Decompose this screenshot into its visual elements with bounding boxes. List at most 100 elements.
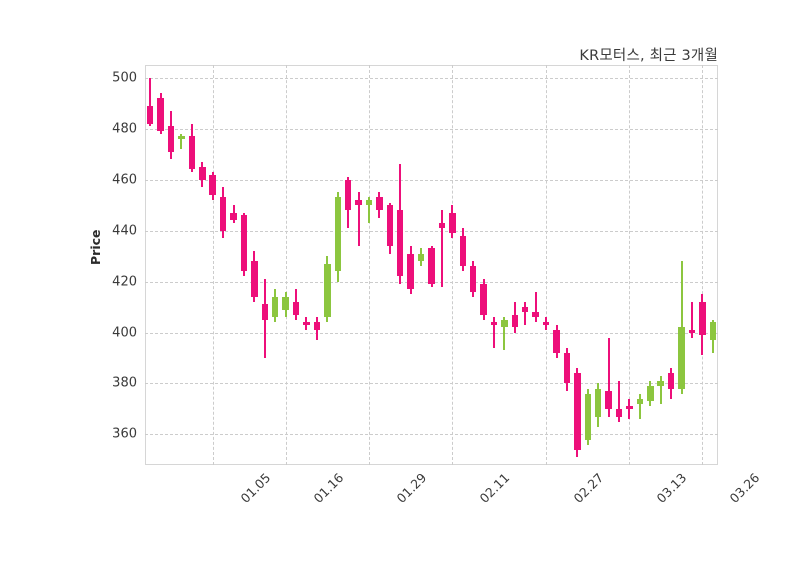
candle-wick [180,133,183,150]
y-tick-label: 440 [112,223,137,239]
candle-body [553,329,560,353]
y-tick-label: 380 [112,375,137,391]
candle-body [178,136,185,139]
candle-body [313,322,321,330]
candle-body [657,380,664,387]
y-tick-label: 400 [112,325,137,341]
candle-body [636,398,644,404]
candle-body [261,304,269,320]
candle-wick [524,301,527,325]
candle-wick [357,192,360,246]
candle-body [594,388,602,417]
gridline-vertical [452,65,454,465]
x-tick-label: 01.29 [393,470,430,506]
candle-wick [367,197,370,223]
candle-body [230,212,237,221]
candle-wick [659,375,662,404]
candle-wick [618,380,621,422]
x-tick-label: 03.13 [653,470,690,506]
candle-body [397,210,404,277]
candle-body [647,386,654,402]
candle-body [167,126,175,152]
x-tick-label: 02.11 [476,470,513,506]
gridline-vertical [546,65,548,465]
gridline-vertical [212,65,214,465]
candle-wick [149,77,152,127]
candle-body [667,373,675,389]
y-tick-label: 420 [112,274,137,290]
candle-body [699,301,706,336]
candle-body [334,197,341,272]
x-axis-ticks: 01.05 01.16 01.29 02.11 02.27 03.13 03.26 [145,470,763,530]
candle-body [459,235,466,267]
x-tick-label: 02.27 [570,470,607,506]
gridline-vertical [702,65,704,465]
candle-body [511,314,519,328]
candle-body [251,261,258,297]
candle-body [271,296,279,318]
candle-body [574,373,581,450]
candle-body [615,408,623,417]
candle-wick [534,291,537,323]
candle-body [199,166,206,180]
gridline-vertical [285,65,287,465]
candle-body [501,319,508,328]
candle-body [480,284,487,315]
candle-body [532,312,539,318]
candle-body [688,329,696,333]
candle-body [563,352,571,384]
candle-body [438,222,446,229]
candle-body [157,98,164,132]
y-tick-label: 460 [112,172,137,188]
x-tick-label: 01.05 [237,470,274,506]
candle-body [303,322,310,325]
candle-body [386,205,394,246]
candle-wick [690,301,693,338]
candle-body [469,266,477,292]
candle-body [188,136,196,170]
candle-body [146,105,154,124]
gridline-vertical [629,65,631,465]
candle-body [605,391,612,409]
candle-body [417,253,425,262]
candle-wick [493,317,495,348]
chart-title: KR모터스, 최근 3개월 [579,48,718,64]
candle-body [355,200,362,206]
gridline-horizontal [145,128,718,130]
gridline-horizontal [145,230,718,232]
candle-wick [440,210,443,287]
candle-body [219,197,227,231]
gridline-horizontal [145,434,718,436]
candle-body [344,179,352,211]
gridline-horizontal [145,77,718,79]
candle-body [209,174,216,195]
plot-area [145,65,718,465]
x-tick-label: 03.26 [726,470,763,506]
candle-body [407,253,414,290]
y-tick-label: 360 [112,426,137,442]
candle-body [376,197,383,211]
y-axis-ticks: 360 380 400 420 440 460 480 500 [95,65,137,465]
candle-wick [638,393,641,420]
y-tick-label: 480 [112,121,137,137]
candle-body [522,307,529,313]
candle-body [584,393,591,440]
gridline-horizontal [145,383,718,385]
candle-body [709,322,716,341]
candle-body [428,248,435,285]
gridline-horizontal [145,179,718,181]
candle-body [626,406,633,409]
candle-body [490,322,498,325]
candle-body [678,327,685,389]
candle-body [282,296,289,310]
gridline-horizontal [145,332,718,334]
candle-wick [628,398,631,420]
candle-body [240,215,248,272]
candle-wick [503,317,506,351]
candle-body [292,301,300,315]
candle-body [324,263,331,318]
candle-body [542,322,550,325]
candle-body [449,212,456,234]
y-tick-label: 500 [112,70,137,86]
